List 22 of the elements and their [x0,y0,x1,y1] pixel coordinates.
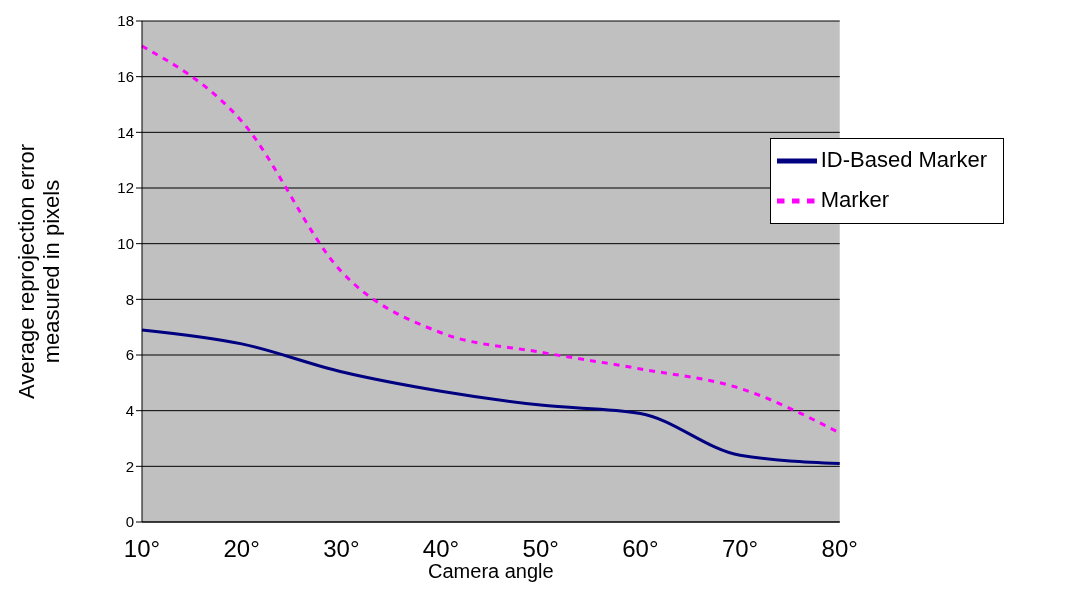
x-tick-label: 10° [123,535,161,563]
y-tick-label: 2 [125,457,134,475]
y-tick-label: 4 [125,401,134,419]
y-tick-label: 12 [117,179,134,197]
y-tick-label: 8 [125,290,134,308]
y-tick-label: 10 [117,234,134,252]
x-tick-label: 80° [821,535,858,563]
legend-label: ID-Based Marker [820,146,987,172]
x-tick-label: 70° [721,535,759,563]
x-tick-label: 40° [422,535,460,563]
y-tick-label: 14 [117,123,134,141]
y-tick-label: 18 [117,12,134,30]
y-tick-label: 16 [117,67,134,85]
x-tick-label: 20° [223,535,260,563]
x-tick-label: 50° [522,535,559,563]
y-tick-label: 0 [125,513,134,531]
legend-label: Marker [820,186,890,212]
y-axis-title: Average reprojection error measured in pixels [13,143,64,400]
y-tick-label: 6 [125,346,134,364]
x-axis-title: Camera angle [428,560,554,583]
x-tick-label: 60° [622,535,659,563]
x-tick-label: 30° [323,535,360,563]
